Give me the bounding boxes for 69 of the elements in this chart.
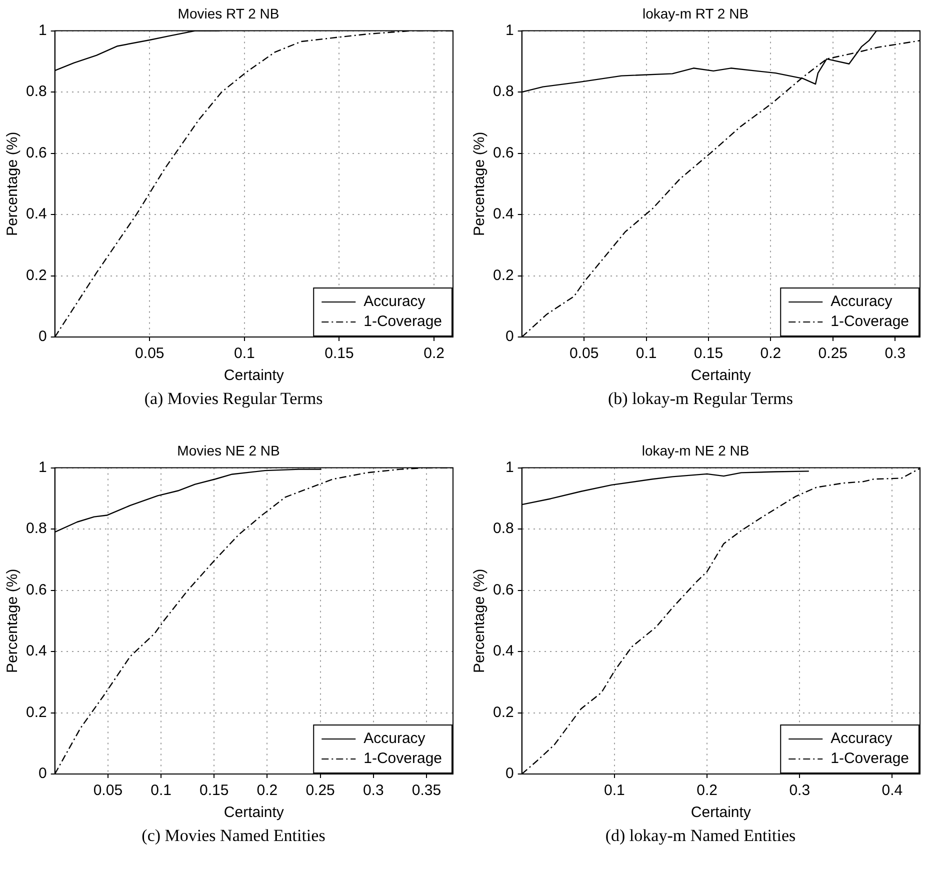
y-tick-label: 0.4 bbox=[26, 642, 47, 660]
y-tick-label: 1 bbox=[38, 22, 47, 39]
x-tick-label: 0.1 bbox=[636, 345, 657, 362]
y-tick-label: 0.6 bbox=[492, 144, 514, 162]
y-tick-label: 0.6 bbox=[492, 581, 514, 598]
x-tick-label: 0.2 bbox=[760, 345, 782, 362]
x-tick-label: 0.1 bbox=[234, 345, 255, 362]
text: (d) lokay-m Named Entities bbox=[604, 826, 797, 846]
chart-title: lokay-m RT 2 NB bbox=[642, 5, 749, 22]
y-axis-title: Percentage (%) bbox=[471, 132, 488, 236]
y-tick-label: 0.2 bbox=[492, 704, 514, 721]
y-tick-label: 0.2 bbox=[26, 704, 47, 721]
x-tick-label: 0.1 bbox=[604, 782, 625, 800]
y-tick-label: 0.6 bbox=[26, 144, 47, 162]
x-tick-label: 0.25 bbox=[818, 345, 848, 362]
y-tick-label: 1 bbox=[38, 458, 47, 476]
x-tick-label: 0.2 bbox=[696, 782, 718, 800]
y-tick-label: 1 bbox=[506, 458, 514, 476]
x-tick-label: 0.35 bbox=[412, 782, 442, 800]
y-tick-label: 0.6 bbox=[26, 581, 47, 598]
y-axis-title: Percentage (%) bbox=[4, 132, 22, 236]
chart-title: Movies RT 2 NB bbox=[178, 5, 280, 22]
x-tick-label: 0.15 bbox=[324, 345, 354, 362]
x-tick-label: 0.15 bbox=[200, 782, 229, 800]
legend-label: 1-Coverage bbox=[830, 313, 910, 330]
text: (b) lokay-m Regular Terms bbox=[607, 389, 794, 409]
legend-label: Accuracy bbox=[364, 730, 426, 748]
y-tick-label: 0.8 bbox=[26, 83, 47, 100]
x-tick-label: 0.05 bbox=[93, 782, 123, 800]
x-tick-label: 0.2 bbox=[256, 782, 278, 800]
chart-title: lokay-m NE 2 NB bbox=[642, 442, 750, 458]
legend-label: 1-Coverage bbox=[830, 750, 910, 768]
y-tick-label: 0.8 bbox=[26, 520, 47, 538]
x-tick-label: 0.1 bbox=[150, 782, 172, 800]
x-axis-title: Certainty bbox=[224, 804, 284, 822]
x-tick-label: 0.2 bbox=[424, 345, 444, 362]
x-tick-label: 0.05 bbox=[569, 345, 599, 362]
y-tick-label: 0 bbox=[506, 765, 514, 782]
y-tick-label: 0.8 bbox=[492, 83, 514, 100]
y-axis-title: Percentage (%) bbox=[4, 568, 22, 674]
y-tick-label: 0.4 bbox=[492, 642, 514, 660]
x-axis-title: Certainty bbox=[690, 804, 752, 822]
y-tick-label: 0 bbox=[506, 328, 514, 346]
x-axis-title: Certainty bbox=[224, 367, 284, 384]
legend-label: Accuracy bbox=[830, 730, 893, 748]
chart-title: Movies NE 2 NB bbox=[177, 442, 280, 458]
y-tick-label: 0 bbox=[38, 765, 47, 782]
x-tick-label: 0.05 bbox=[135, 345, 164, 362]
y-tick-label: 0 bbox=[38, 328, 47, 346]
x-tick-label: 0.3 bbox=[789, 782, 810, 800]
legend-label: 1-Coverage bbox=[364, 750, 442, 768]
y-tick-label: 0.8 bbox=[492, 520, 514, 538]
y-tick-label: 0.4 bbox=[492, 206, 514, 223]
y-tick-label: 0.2 bbox=[26, 266, 47, 284]
x-tick-label: 0.15 bbox=[694, 345, 724, 362]
x-tick-label: 0.4 bbox=[882, 782, 903, 800]
y-axis-title: Percentage (%) bbox=[471, 568, 488, 674]
y-tick-label: 0.4 bbox=[26, 206, 47, 223]
legend-label: 1-Coverage bbox=[364, 313, 442, 330]
y-tick-label: 0.2 bbox=[492, 266, 514, 284]
x-tick-label: 0.3 bbox=[884, 345, 906, 362]
legend-label: Accuracy bbox=[364, 293, 426, 310]
legend-label: Accuracy bbox=[830, 293, 893, 310]
text: (c) Movies Named Entities bbox=[140, 826, 326, 846]
text: (a) Movies Regular Terms bbox=[143, 389, 324, 409]
x-axis-title: Certainty bbox=[690, 367, 752, 384]
x-tick-label: 0.25 bbox=[306, 782, 335, 800]
y-tick-label: 1 bbox=[506, 22, 514, 39]
x-tick-label: 0.3 bbox=[362, 782, 384, 800]
